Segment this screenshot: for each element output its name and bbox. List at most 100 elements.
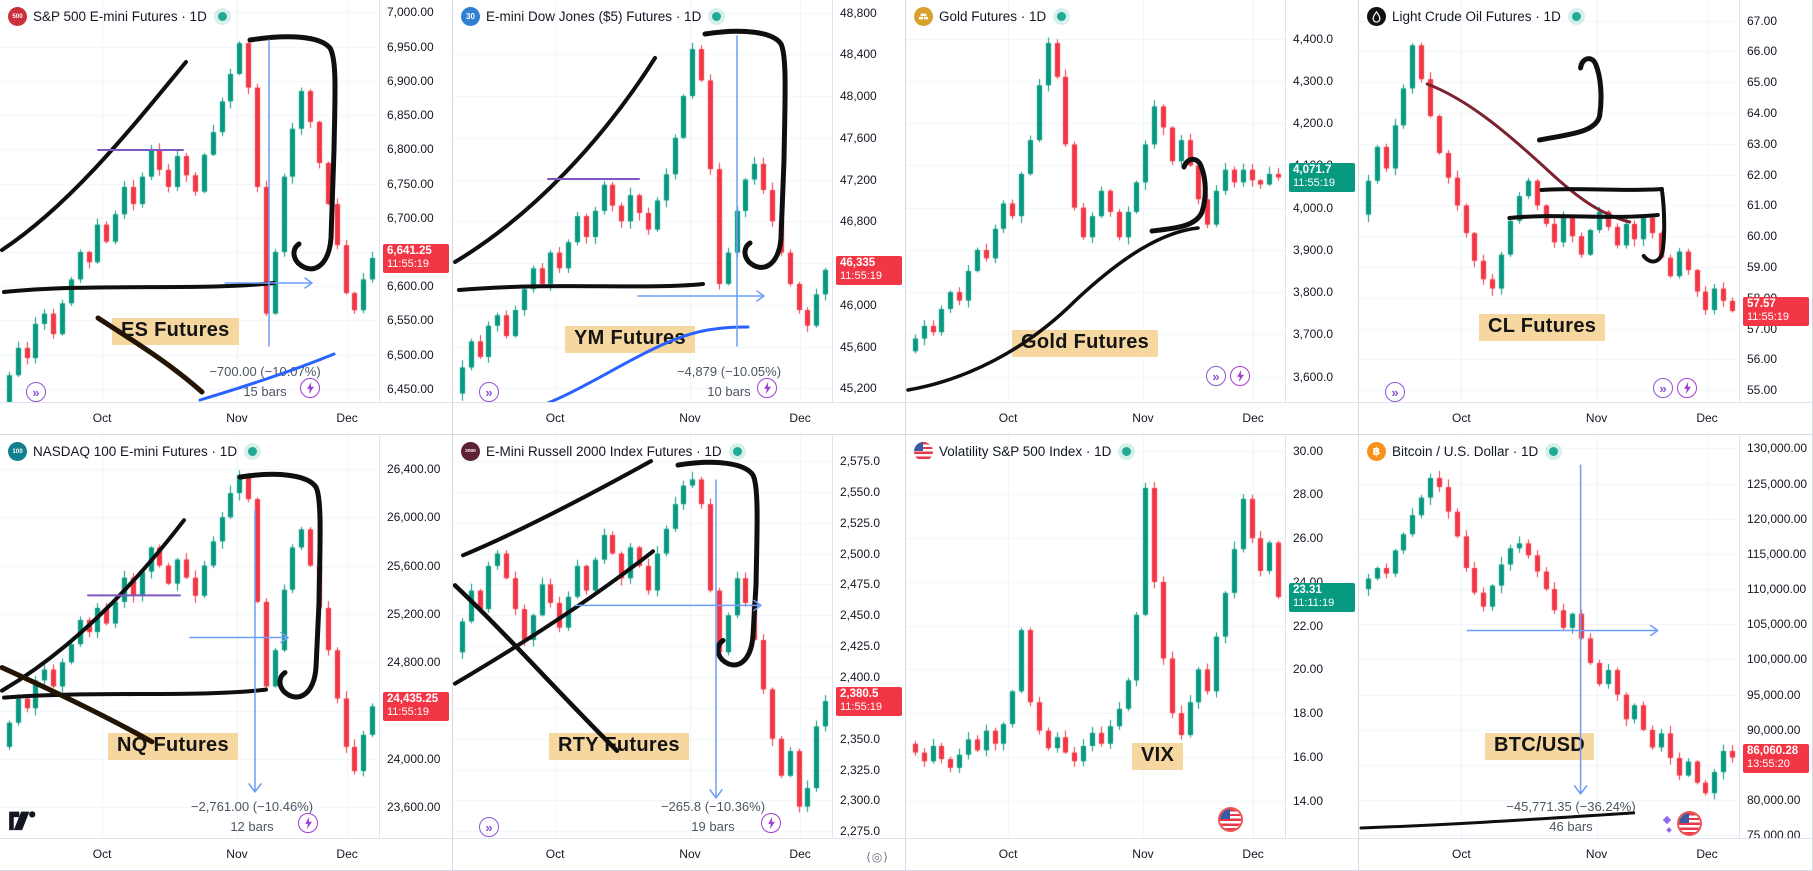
- last-price-badge[interactable]: 2,380.5 11:55:19: [836, 687, 902, 717]
- time-axis[interactable]: Oct Nov Dec: [0, 838, 452, 870]
- market-status-dot[interactable]: [1549, 447, 1559, 456]
- continue-chevrons-icon[interactable]: »: [479, 382, 499, 402]
- measure-tool-stats[interactable]: −45,771.35 (−36.24%) 46 bars: [1506, 797, 1635, 837]
- price-axis[interactable]: 30.00 28.00 26.00 24.00 22.00 20.00 18.00 16.00…: [1285, 435, 1358, 840]
- chart-title[interactable]: Bitcoin / U.S. Dollar · 1D: [1392, 444, 1539, 459]
- chart-text-label[interactable]: NQ Futures: [108, 733, 238, 760]
- price-tick-label: 23,600.00: [387, 800, 441, 815]
- time-axis[interactable]: Oct Nov Dec: [1359, 838, 1812, 870]
- price-tick-label: 25,200.00: [387, 606, 441, 621]
- chart-text-label[interactable]: ES Futures: [112, 318, 239, 345]
- measure-change-text: −265.8 (−10.36%): [660, 799, 766, 814]
- plot-area[interactable]: YM Futures −4,879 (−10.05%) 10 bars»: [453, 0, 834, 404]
- time-axis[interactable]: Oct Nov Dec: [453, 402, 905, 434]
- continue-chevrons-icon[interactable]: »: [1206, 366, 1226, 386]
- plot-area[interactable]: CL Futures » »: [1359, 0, 1741, 404]
- plot-area[interactable]: BTC/USD −45,771.35 (−36.24%) 46 bars: [1359, 435, 1741, 840]
- market-status-dot[interactable]: [712, 12, 722, 21]
- chart-title[interactable]: Gold Futures · 1D: [939, 9, 1047, 24]
- plot-area[interactable]: RTY Futures −265.8 (−10.36%) 19 bars »: [453, 435, 834, 840]
- month-label: Nov: [679, 411, 701, 425]
- time-axis[interactable]: Oct Nov Dec: [906, 402, 1358, 434]
- chart-canvas[interactable]: [1359, 0, 1741, 404]
- flash-icon[interactable]: [298, 813, 318, 833]
- icon-text: 30: [466, 12, 475, 21]
- chart-title[interactable]: Light Crude Oil Futures · 1D: [1392, 9, 1561, 24]
- last-price-badge[interactable]: 6,641.25 11:55:19: [383, 243, 449, 273]
- continue-chevrons-icon[interactable]: »: [26, 382, 46, 402]
- flash-icon[interactable]: [761, 813, 781, 833]
- price-tick-label: 125,000.00: [1747, 476, 1808, 491]
- price-axis[interactable]: 7,000.00 6,950.00 6,900.00 6,850.00 6,800.00…: [379, 0, 452, 404]
- tradingview-logo[interactable]: [8, 807, 38, 836]
- time-axis[interactable]: Oct Nov Dec: [1359, 402, 1812, 434]
- chart-header: Light Crude Oil Futures · 1D: [1367, 7, 1581, 26]
- measure-tool-stats[interactable]: −2,761.00 (−10.46%) 12 bars: [191, 797, 313, 837]
- price-axis[interactable]: 4,400.04,300.04,200.04,100.04,000.03,900…: [1285, 0, 1358, 404]
- chart-panel-ym: YM Futures −4,879 (−10.05%) 10 bars» 48,800…: [453, 0, 906, 435]
- continue-chevrons-icon[interactable]: »: [1385, 382, 1405, 402]
- chart-text-label[interactable]: RTY Futures: [549, 733, 689, 760]
- time-axis[interactable]: Oct Nov Dec: [453, 838, 905, 870]
- last-price-badge[interactable]: 24,435.25 11:55:19: [383, 692, 449, 722]
- chart-text-label[interactable]: VIX: [1132, 743, 1184, 770]
- chart-text-label[interactable]: Gold Futures: [1012, 330, 1159, 357]
- eye-icon[interactable]: ⟨◎⟩: [866, 850, 889, 864]
- flash-icon[interactable]: [300, 378, 320, 398]
- last-price-time: 13:55:20: [1747, 757, 1790, 770]
- last-price-badge[interactable]: 4,071.7 11:55:19: [1289, 163, 1355, 193]
- plot-area[interactable]: VIX: [906, 435, 1287, 840]
- price-axis[interactable]: 130,000.00 125,000.00 120,000.00 115,000.00…: [1739, 435, 1812, 842]
- price-tick-label: 100,000.00: [1747, 652, 1808, 667]
- chart-title[interactable]: E-Mini Russell 2000 Index Futures · 1D: [486, 444, 722, 459]
- price-axis[interactable]: 67.00 66.00 65.00 64.00 63.00 62.00 61.00 60.00…: [1739, 0, 1812, 404]
- time-axis[interactable]: Oct Nov Dec: [0, 402, 452, 434]
- flash-icon[interactable]: [1677, 378, 1697, 398]
- market-status-dot[interactable]: [1122, 447, 1132, 456]
- chart-canvas[interactable]: [906, 435, 1287, 840]
- price-axis[interactable]: 2,575.0 2,550.0 2,525.0 2,500.0 2,475.0 2,450…: [832, 435, 905, 840]
- plot-area[interactable]: NQ Futures −2,761.00 (−10.46%) 12 bars: [0, 435, 381, 840]
- market-status-dot[interactable]: [1057, 12, 1067, 21]
- plot-area[interactable]: ES Futures −700.00 (−10.07%) 15 bars»: [0, 0, 381, 404]
- market-status-dot[interactable]: [248, 447, 258, 456]
- chart-text-label[interactable]: YM Futures: [565, 326, 695, 353]
- price-tick-label: 62.00: [1747, 167, 1778, 182]
- chart-text-label[interactable]: BTC/USD: [1485, 733, 1594, 760]
- continue-chevrons-icon[interactable]: »: [479, 817, 499, 837]
- market-status-dot[interactable]: [732, 447, 742, 456]
- market-status-dot[interactable]: [217, 12, 227, 21]
- market-status-dot[interactable]: [1571, 12, 1581, 21]
- chart-canvas[interactable]: [0, 435, 381, 840]
- plot-area[interactable]: Gold Futures »: [906, 0, 1287, 404]
- chart-text-label[interactable]: CL Futures: [1479, 314, 1606, 341]
- month-label: Nov: [1132, 411, 1154, 425]
- events-flag-icon[interactable]: [1679, 813, 1700, 834]
- flash-icon[interactable]: [1230, 366, 1250, 386]
- time-axis[interactable]: Oct Nov Dec: [906, 838, 1358, 870]
- price-tick-label: 90,000.00: [1747, 722, 1801, 737]
- price-tick-label: 4,400.0: [1293, 31, 1334, 46]
- events-flag-icon[interactable]: [1220, 809, 1241, 830]
- last-price-badge[interactable]: 23.31 11:11:19: [1289, 583, 1355, 613]
- last-price-badge[interactable]: 86,060.28 13:55:20: [1743, 743, 1809, 773]
- price-tick-label: 46,000: [840, 297, 877, 312]
- flash-icon[interactable]: [757, 378, 777, 398]
- continue-chevrons-icon[interactable]: »: [1653, 378, 1673, 398]
- chart-title[interactable]: NASDAQ 100 E-mini Futures · 1D: [33, 444, 238, 459]
- measure-tool-stats[interactable]: −265.8 (−10.36%) 19 bars: [661, 797, 765, 837]
- chart-title[interactable]: E-mini Dow Jones ($5) Futures · 1D: [486, 9, 702, 24]
- last-price-badge[interactable]: 57.57 11:55:19: [1743, 297, 1809, 326]
- chart-header: Gold Futures · 1D: [914, 7, 1067, 26]
- price-tick-label: 64.00: [1747, 106, 1778, 120]
- chart-header: Volatility S&P 500 Index · 1D: [914, 442, 1132, 461]
- chart-title[interactable]: S&P 500 E-mini Futures · 1D: [33, 9, 207, 24]
- month-label: Dec: [336, 411, 358, 425]
- chart-canvas[interactable]: [1359, 435, 1741, 840]
- chart-canvas[interactable]: [453, 435, 834, 840]
- chart-title[interactable]: Volatility S&P 500 Index · 1D: [939, 444, 1112, 459]
- price-axis[interactable]: 26,400.00 26,000.00 25,600.00 25,200.00 24,8…: [379, 435, 452, 840]
- price-tick-label: 28.00: [1293, 487, 1324, 502]
- price-axis[interactable]: 48,80048,40048,00047,60047,20046,80046,4…: [832, 0, 905, 404]
- last-price-badge[interactable]: 46,335 11:55:19: [836, 255, 902, 285]
